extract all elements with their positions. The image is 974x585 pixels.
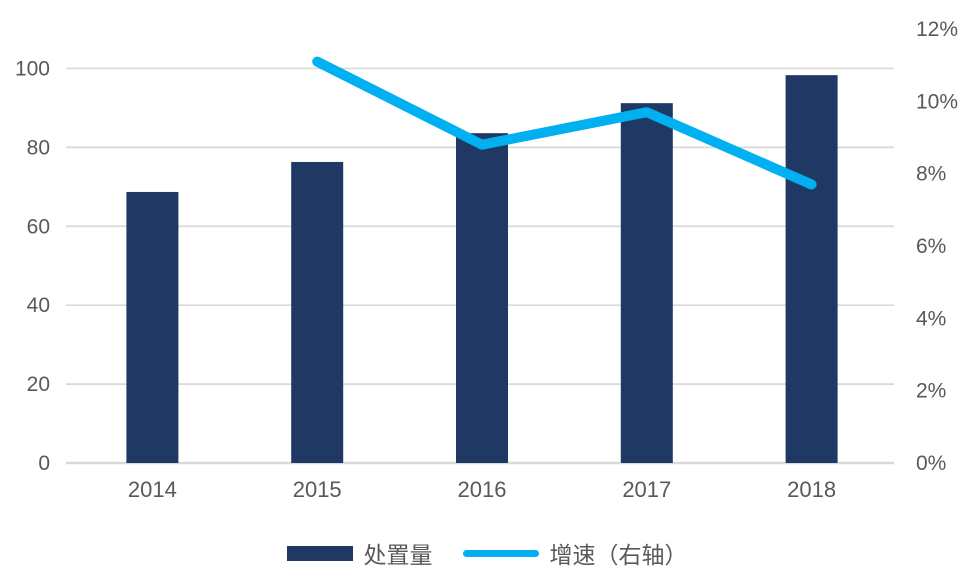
right-axis-label: 6% xyxy=(916,235,946,258)
right-axis-label: 8% xyxy=(916,163,946,186)
chart-legend: 处置量 增速（右轴） xyxy=(0,536,974,570)
bar-2015 xyxy=(291,161,344,463)
right-axis-label: 2% xyxy=(916,380,946,403)
bar-2017 xyxy=(620,103,673,463)
bar-2018 xyxy=(785,75,838,464)
right-axis-label: 4% xyxy=(916,307,946,330)
left-axis-label: 40 xyxy=(27,294,50,317)
right-axis-label: 12% xyxy=(916,18,958,41)
x-axis-label: 2017 xyxy=(622,477,671,502)
bar-series-label: 处置量 xyxy=(363,542,433,568)
left-axis-label: 100 xyxy=(15,57,50,80)
right-axis-label: 10% xyxy=(916,90,958,113)
left-axis-label: 80 xyxy=(27,136,50,159)
growth-line xyxy=(312,56,817,190)
bar-series-swatch xyxy=(286,545,353,561)
x-axis-label: 2018 xyxy=(787,477,836,502)
x-axis-label: 2014 xyxy=(128,477,177,502)
bar-2016 xyxy=(456,133,508,463)
x-axis-label: 2016 xyxy=(458,477,507,502)
x-axis-label: 2015 xyxy=(293,477,342,502)
left-axis-label: 20 xyxy=(27,373,50,396)
line-series-label: 增速（右轴） xyxy=(549,542,688,568)
right-axis-label: 0% xyxy=(916,452,946,475)
bar-2014 xyxy=(126,191,179,463)
legend-item-bar-series: 处置量 xyxy=(286,536,433,570)
line-series-swatch xyxy=(462,549,539,557)
left-axis-label: 60 xyxy=(27,215,50,238)
legend-item-line-series: 增速（右轴） xyxy=(462,536,688,570)
left-axis-label: 0 xyxy=(38,452,50,475)
